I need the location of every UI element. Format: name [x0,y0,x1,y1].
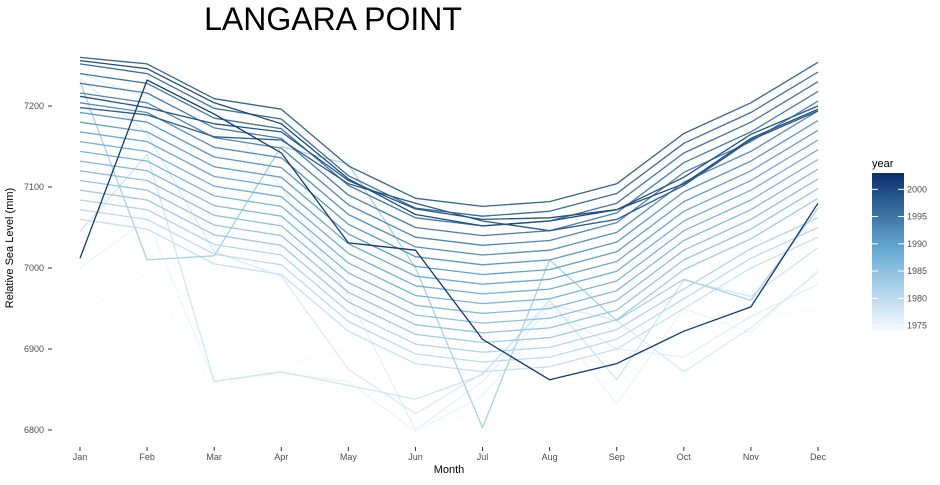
x-tick-label: Jan [73,452,88,462]
x-tick-label: Dec [810,452,827,462]
x-tick-label: Mar [206,452,222,462]
series-line-1984 [79,179,819,334]
series-line-1990 [79,121,819,276]
x-tick-label: Oct [677,452,692,462]
series-line-1982 [79,81,819,429]
series-line-1985 [79,170,819,324]
y-tick-label: 7100 [24,182,44,192]
chart-title: LANGARA POINT [204,1,462,37]
series-line-1977 [79,77,819,415]
legend: year 1975 1980 1985 1990 1995 2000 [872,158,927,331]
series-line-2002 [79,79,819,381]
series-line-1986 [79,160,819,315]
x-tick-label: Jul [477,452,489,462]
x-tick-label: Feb [139,452,155,462]
x-axis: Jan Feb Mar Apr May Jun Jul Aug Sep Oct Nov Dec [73,447,827,462]
y-tick-label: 6800 [24,425,44,435]
y-tick-label: 7000 [24,263,44,273]
legend-tick-label: 1995 [907,212,927,222]
plot-area [79,56,819,433]
legend-tick-label: 1975 [907,321,927,331]
legend-tick-label: 1985 [907,266,927,276]
series-line-1979 [79,218,819,373]
legend-tick-label: 1990 [907,239,927,249]
x-tick-label: Sep [609,452,625,462]
series-line-1998 [79,106,819,232]
series-line-1999 [79,95,819,221]
series-line-1976 [79,72,819,431]
series-line-1993 [79,92,819,246]
series-line-1974 [79,273,819,425]
series-line-1994 [79,82,819,237]
legend-tick-label: 2000 [907,184,927,194]
x-axis-label: Month [434,464,465,476]
legend-title: year [872,158,894,170]
legend-tick-label: 1980 [907,293,927,303]
series-line-1975 [79,218,819,433]
series-line-1995 [79,72,819,227]
legend-colorbar [872,173,904,331]
y-tick-label: 7200 [24,101,44,111]
series-line-1997 [79,56,819,208]
x-tick-label: May [340,452,358,462]
y-tick-label: 6900 [24,344,44,354]
x-tick-label: Nov [743,452,760,462]
series-line-1983 [79,189,819,344]
series-line-1991 [79,111,819,266]
series-line-1988 [79,140,819,295]
series-line-1980 [79,209,819,363]
series-line-1987 [79,150,819,305]
x-tick-label: Jun [408,452,423,462]
y-axis-label: Relative Sea Level (mm) [4,188,16,308]
series-line-2000 [79,59,819,227]
series-line-1989 [79,131,819,285]
y-axis: 6800 6900 7000 7100 7200 [24,101,52,435]
x-tick-label: Aug [542,452,558,462]
x-tick-label: Apr [274,452,288,462]
